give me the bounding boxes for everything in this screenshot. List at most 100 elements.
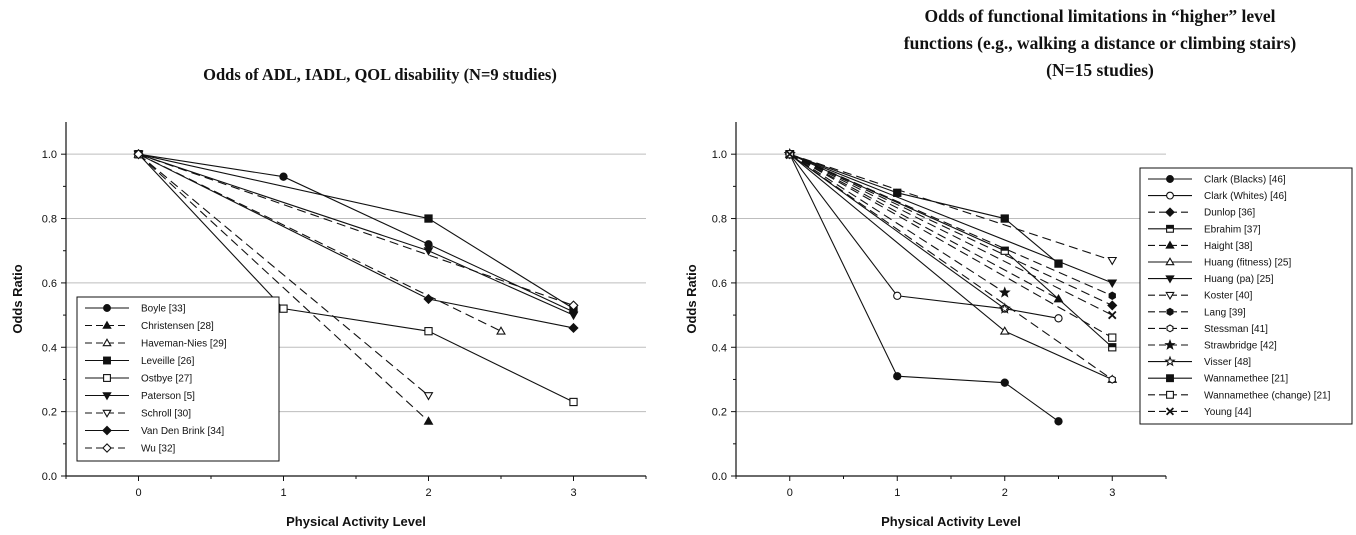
- series-leveille-26: [138, 153, 574, 310]
- y-tick-label: 0.6: [712, 278, 727, 290]
- data-point-haight-38-1: [1053, 293, 1064, 303]
- legend-marker-paterson-5: [102, 392, 112, 401]
- legend-marker-clark-blacks-46: [1166, 175, 1174, 183]
- data-point-wannamethee-21-3: [1054, 259, 1063, 268]
- legend-label-huang-pa-25: Huang (pa) [25]: [1204, 274, 1274, 285]
- legend-marker-dunlop-36: [1165, 207, 1175, 218]
- chart-title-line-1: Odds of functional limitations in “highe…: [925, 6, 1276, 26]
- data-point-paterson-5-1: [423, 247, 434, 256]
- legend-label-christensen-28: Christensen [28]: [141, 321, 214, 332]
- series-christensen-28: [138, 153, 429, 422]
- legend-marker-wannamethee-21: [1166, 374, 1174, 383]
- series-line-boyle-33: [138, 153, 574, 313]
- data-point-dunlop-36-1: [1107, 300, 1118, 311]
- legend-box: [1139, 167, 1353, 425]
- legend-marker-clark-whites-46: [1166, 191, 1174, 200]
- chart-2: Odds of functional limitations in “highe…: [684, 6, 1353, 529]
- series-ostbye-27: [138, 153, 574, 403]
- data-point-huang-fitness-25-1: [999, 326, 1010, 335]
- series-line-visser-48: [789, 153, 1006, 310]
- y-tick-label: 0.0: [712, 471, 727, 483]
- legend-label-wannamethee-change-21: Wannamethee (change) [21]: [1204, 390, 1331, 401]
- legend-marker-haveman-nies-29: [102, 338, 112, 347]
- series-markers-wu-32: [133, 149, 579, 311]
- legend-label-young-44: Young [44]: [1204, 407, 1252, 418]
- series-line-leveille-26: [138, 153, 574, 310]
- data-point-boyle-33-2: [424, 240, 433, 249]
- y-tick-label: 0.0: [42, 471, 57, 483]
- y-tick-label: 0.8: [712, 214, 727, 226]
- data-point-haveman-nies-29-1: [496, 326, 506, 335]
- x-tick-label: 3: [1109, 487, 1115, 499]
- legend-label-stessman-41: Stessman [41]: [1204, 324, 1268, 335]
- data-point-wu-32-1: [568, 300, 579, 311]
- data-point-young-44-1: [1108, 310, 1117, 320]
- series-line-strawbridge-42: [789, 153, 1006, 294]
- x-tick-label: 1: [280, 487, 286, 499]
- legend-marker-leveille-26: [103, 356, 111, 365]
- legend-marker-strawbridge-42: [1164, 339, 1176, 350]
- legend-marker-stessman-41: [1166, 324, 1174, 333]
- series-line-dunlop-36: [789, 153, 1113, 306]
- series-line-christensen-28: [138, 153, 429, 422]
- data-point-huang-pa-25-1: [1107, 279, 1118, 288]
- legend-marker-koster-40: [1165, 291, 1175, 301]
- series-lang-39: [789, 153, 1113, 297]
- legend-marker-van-den-brink-34: [102, 425, 112, 436]
- legend-label-paterson-5: Paterson [5]: [141, 391, 195, 402]
- legend-marker-schroll-30: [102, 409, 112, 418]
- series-line-ebrahim-37: [789, 153, 1113, 348]
- y-tick-label: 0.2: [42, 407, 57, 419]
- series-line-lang-39: [789, 153, 1113, 297]
- data-point-wannamethee-21-2: [1000, 214, 1009, 223]
- legend-marker-huang-fitness-25: [1165, 257, 1175, 266]
- data-point-ostbye-27-1: [279, 304, 288, 313]
- legend-marker-visser-48: [1164, 355, 1176, 367]
- data-point-lang-39-1: [1108, 291, 1116, 301]
- y-tick-label: 0.4: [712, 342, 727, 354]
- series-line-clark-blacks-46: [789, 153, 1059, 422]
- chart-title-line-2: functions (e.g., walking a distance or c…: [904, 33, 1297, 53]
- data-point-koster-40-1: [1107, 256, 1118, 266]
- legend-label-boyle-33: Boyle [33]: [141, 304, 186, 315]
- legend-label-clark-whites-46: Clark (Whites) [46]: [1204, 191, 1287, 202]
- data-point-visser-48-1: [998, 302, 1011, 314]
- series-visser-48: [789, 153, 1006, 310]
- series-young-44: [789, 153, 1113, 316]
- y-axis-label: Odds Ratio: [684, 264, 699, 333]
- series-markers-paterson-5: [133, 150, 579, 321]
- legend-label-schroll-30: Schroll [30]: [141, 409, 191, 420]
- data-point-leveille-26-1: [424, 214, 433, 223]
- legend-marker-young-44: [1165, 407, 1175, 416]
- data-point-christensen-28-1: [423, 416, 434, 425]
- legend-marker-christensen-28: [102, 320, 112, 329]
- series-strawbridge-42: [789, 153, 1006, 294]
- legend-label-ebrahim-37: Ebrahim [37]: [1204, 224, 1261, 235]
- data-point-wu-32-0: [133, 149, 144, 160]
- x-tick-label: 2: [1002, 487, 1008, 499]
- series-stessman-41: [789, 153, 1113, 380]
- series-line-ostbye-27: [138, 153, 574, 403]
- series-line-wannamethee-21: [789, 153, 1059, 265]
- series-line-stessman-41: [789, 153, 1113, 380]
- data-point-clark-blacks-46-2: [1000, 378, 1009, 387]
- chart-title: Odds of ADL, IADL, QOL disability (N=9 s…: [203, 65, 557, 84]
- legend-label-ostbye-27: Ostbye [27]: [141, 374, 192, 385]
- legend-label-strawbridge-42: Strawbridge [42]: [1204, 341, 1277, 352]
- series-wu-32: [138, 153, 574, 306]
- series-paterson-5: [138, 153, 574, 316]
- x-axis-label: Physical Activity Level: [881, 514, 1021, 529]
- data-point-clark-whites-46-3: [1054, 314, 1063, 323]
- legend-label-lang-39: Lang [39]: [1204, 307, 1246, 318]
- data-point-wannamethee-21-1: [893, 188, 902, 197]
- series-markers-ebrahim-37: [785, 150, 1117, 352]
- data-point-schroll-30-1: [423, 392, 434, 401]
- series-line-wannamethee-change-21: [789, 153, 1113, 339]
- legend-marker-huang-pa-25: [1165, 275, 1175, 284]
- series-markers-young-44: [785, 149, 1117, 320]
- data-point-ebrahim-37-1-half: [1001, 247, 1009, 251]
- y-axis-label: Odds Ratio: [10, 264, 25, 333]
- x-tick-label: 0: [135, 487, 141, 499]
- x-tick-label: 3: [570, 487, 576, 499]
